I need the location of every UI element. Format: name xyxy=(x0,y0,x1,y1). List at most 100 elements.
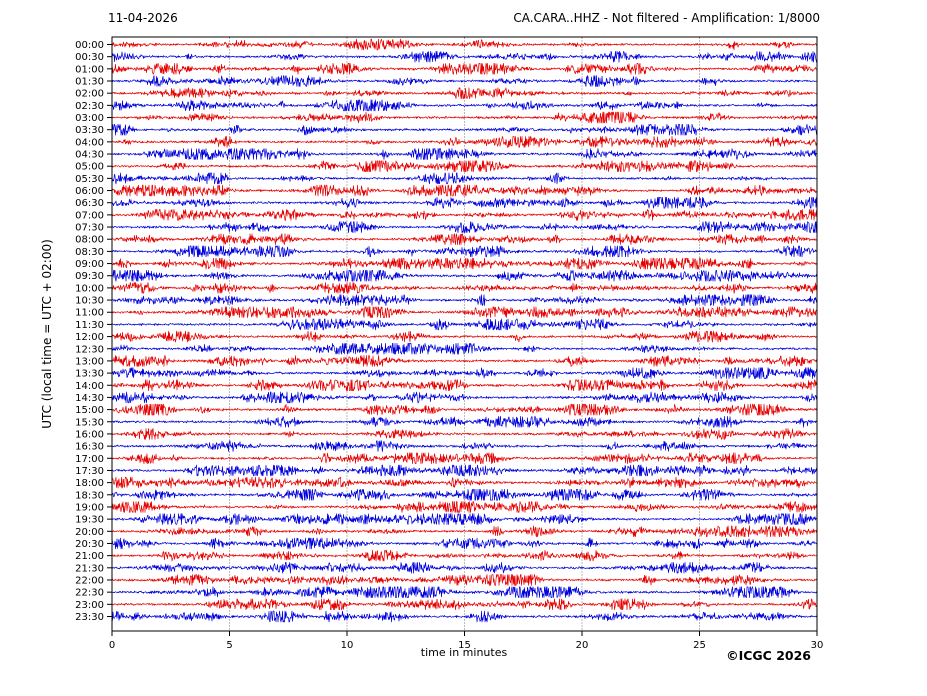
row-time-label: 07:30 xyxy=(75,223,104,234)
trace-row-1930 xyxy=(111,513,817,525)
trace-row-0900 xyxy=(111,257,817,270)
trace-row-0000 xyxy=(111,38,817,51)
trace-row-0430 xyxy=(111,148,817,160)
row-time-label: 05:30 xyxy=(75,174,104,185)
row-time-label: 06:30 xyxy=(75,198,104,209)
trace-row-1730 xyxy=(111,464,817,477)
trace-row-2130 xyxy=(111,562,817,574)
row-time-label: 07:00 xyxy=(75,210,104,221)
trace-row-1300 xyxy=(111,355,817,367)
x-tick-label: 20 xyxy=(576,640,589,651)
row-time-label: 03:00 xyxy=(75,113,104,124)
row-time-label: 19:00 xyxy=(75,502,104,513)
trace-row-0830 xyxy=(111,245,817,258)
trace-row-1800 xyxy=(111,476,817,489)
x-axis-title: time in minutes xyxy=(420,646,508,659)
x-tick-label: 5 xyxy=(226,640,232,651)
trace-row-1530 xyxy=(111,416,817,428)
trace-row-0330 xyxy=(111,123,817,136)
x-tick-label: 25 xyxy=(693,640,706,651)
row-time-label: 16:00 xyxy=(75,429,104,440)
row-time-label: 18:00 xyxy=(75,478,104,489)
row-time-label: 23:30 xyxy=(75,612,104,623)
trace-row-1030 xyxy=(111,294,817,306)
row-time-label: 11:30 xyxy=(75,320,104,331)
trace-row-1400 xyxy=(111,379,817,392)
row-time-label: 17:30 xyxy=(75,466,104,477)
row-time-label: 01:00 xyxy=(75,64,104,75)
row-time-label: 03:30 xyxy=(75,125,104,136)
row-time-label: 05:00 xyxy=(75,162,104,173)
trace-row-0930 xyxy=(111,269,817,282)
row-time-label: 23:00 xyxy=(75,600,104,611)
row-time-label: 09:00 xyxy=(75,259,104,270)
date-label: 11-04-2026 xyxy=(108,11,178,25)
trace-row-0130 xyxy=(111,75,817,87)
row-time-label: 09:30 xyxy=(75,271,104,282)
x-tick-label: 15 xyxy=(458,640,471,651)
row-time-label: 21:30 xyxy=(75,563,104,574)
row-time-label: 08:00 xyxy=(75,235,104,246)
row-time-label: 02:00 xyxy=(75,89,104,100)
row-time-label: 16:30 xyxy=(75,442,104,453)
copyright-label: ©ICGC 2026 xyxy=(726,648,811,663)
row-time-label: 04:30 xyxy=(75,150,104,161)
trace-row-1500 xyxy=(111,403,817,416)
row-time-label: 20:00 xyxy=(75,527,104,538)
row-time-label: 17:00 xyxy=(75,454,104,465)
row-time-label: 11:00 xyxy=(75,308,104,319)
trace-row-2230 xyxy=(111,586,817,598)
trace-row-0400 xyxy=(111,136,817,148)
row-time-label: 08:30 xyxy=(75,247,104,258)
trace-row-0800 xyxy=(111,233,817,245)
row-time-label: 00:30 xyxy=(75,52,104,63)
trace-row-1200 xyxy=(111,330,817,343)
trace-row-0230 xyxy=(111,99,817,112)
trace-row-1330 xyxy=(111,367,817,379)
row-time-label: 13:00 xyxy=(75,356,104,367)
trace-row-0030 xyxy=(111,50,817,63)
row-time-label: 14:00 xyxy=(75,381,104,392)
row-time-label: 15:30 xyxy=(75,417,104,428)
trace-row-2000 xyxy=(111,525,817,538)
row-time-label: 01:30 xyxy=(75,77,104,88)
trace-row-1700 xyxy=(111,452,817,465)
trace-row-0100 xyxy=(111,63,817,75)
trace-row-1000 xyxy=(111,282,817,294)
row-time-label: 22:00 xyxy=(75,575,104,586)
trace-row-0730 xyxy=(111,221,817,233)
trace-row-2030 xyxy=(111,537,817,550)
row-time-label: 15:00 xyxy=(75,405,104,416)
trace-row-0500 xyxy=(111,160,817,172)
row-time-label: 10:30 xyxy=(75,296,104,307)
trace-row-1230 xyxy=(111,343,817,355)
row-time-label: 12:00 xyxy=(75,332,104,343)
trace-row-0300 xyxy=(111,111,817,124)
trace-row-1600 xyxy=(111,428,817,440)
row-time-label: 13:30 xyxy=(75,369,104,380)
trace-row-1430 xyxy=(111,391,817,404)
row-time-label: 10:00 xyxy=(75,283,104,294)
row-time-label: 19:30 xyxy=(75,515,104,526)
trace-row-0700 xyxy=(111,209,817,221)
row-time-label: 18:30 xyxy=(75,490,104,501)
plot-title: CA.CARA..HHZ - Not filtered - Amplificat… xyxy=(513,11,820,25)
trace-row-1100 xyxy=(111,306,817,318)
row-time-label: 22:30 xyxy=(75,588,104,599)
trace-row-2330 xyxy=(111,610,817,623)
row-time-label: 06:00 xyxy=(75,186,104,197)
trace-row-0630 xyxy=(111,196,817,209)
row-time-label: 04:00 xyxy=(75,137,104,148)
trace-row-0200 xyxy=(111,87,817,99)
trace-row-2200 xyxy=(111,574,817,586)
row-time-label: 20:30 xyxy=(75,539,104,550)
x-tick-label: 10 xyxy=(341,640,354,651)
x-tick-label: 30 xyxy=(811,640,824,651)
row-time-label: 14:30 xyxy=(75,393,104,404)
trace-row-1830 xyxy=(111,489,817,501)
trace-row-2300 xyxy=(111,598,817,611)
row-time-label: 12:30 xyxy=(75,344,104,355)
row-time-label: 02:30 xyxy=(75,101,104,112)
